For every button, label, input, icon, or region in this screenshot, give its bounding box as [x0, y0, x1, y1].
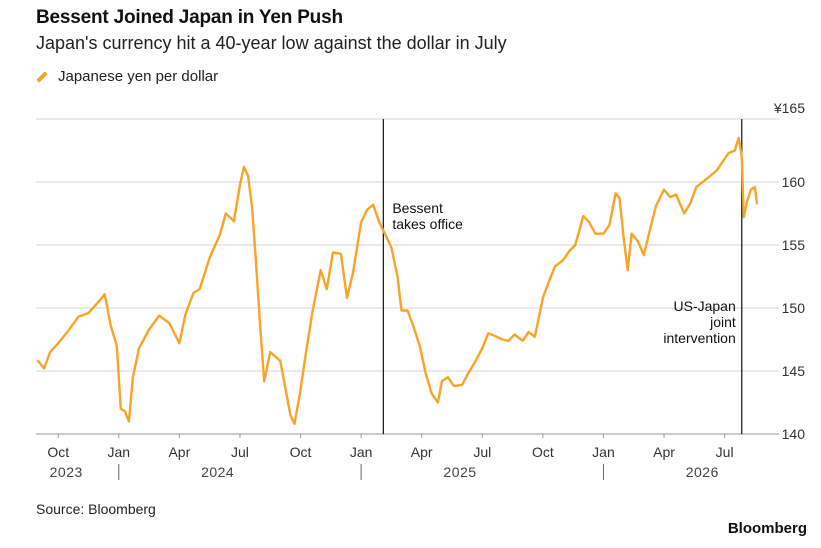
- x-tick-label: Oct: [290, 444, 312, 460]
- bloomberg-logo: Bloomberg: [727, 520, 807, 537]
- x-tick-label: Apr: [653, 444, 675, 460]
- x-tick-label: Jul: [716, 444, 734, 460]
- annotation-label: intervention: [663, 330, 735, 346]
- year-label: 2026: [686, 464, 719, 480]
- annotation-label: US-Japan: [674, 298, 736, 314]
- y-axis-ticks: ¥165 160 155 150 145 140: [773, 100, 805, 442]
- x-tick-label: Oct: [532, 444, 554, 460]
- y-tick-label: 140: [782, 426, 806, 442]
- x-tick-label: Apr: [411, 444, 433, 460]
- gridlines: [36, 118, 779, 435]
- series: [36, 136, 759, 426]
- x-tick-label: Apr: [168, 444, 190, 460]
- chart-title: Bessent Joined Japan in Yen Push: [36, 7, 343, 28]
- year-label: 2024: [201, 464, 234, 480]
- source-note: Source: Bloomberg: [36, 501, 156, 517]
- legend: Japanese yen per dollar: [36, 68, 218, 85]
- y-tick-label: 145: [782, 363, 806, 379]
- x-tick-label: Jul: [473, 444, 491, 460]
- x-tick-label: Jan: [592, 444, 615, 460]
- y-tick-label: 150: [782, 300, 806, 316]
- x-axis: Oct Jan Apr Jul Oct Jan Apr Jul Oct Jan Apr Jul 2023…: [47, 434, 734, 480]
- chart-subtitle: Japan's currency hit a 40-year low again…: [36, 33, 507, 53]
- annotation-label: takes office: [392, 216, 463, 232]
- year-label: 2023: [50, 464, 83, 480]
- year-label: 2025: [443, 464, 476, 480]
- annotation-label: Bessent: [392, 200, 443, 216]
- series-line-yen-per-dollar: [36, 136, 759, 426]
- y-tick-label: 160: [782, 174, 806, 190]
- x-tick-label: Jul: [231, 444, 249, 460]
- legend-label: Japanese yen per dollar: [58, 68, 219, 85]
- y-tick-label: 155: [782, 237, 806, 253]
- x-tick-label: Oct: [47, 444, 69, 460]
- x-tick-label: Jan: [108, 444, 131, 460]
- y-tick-label: ¥165: [773, 100, 805, 116]
- x-tick-label: Jan: [350, 444, 373, 460]
- annotation-label: joint: [709, 314, 736, 330]
